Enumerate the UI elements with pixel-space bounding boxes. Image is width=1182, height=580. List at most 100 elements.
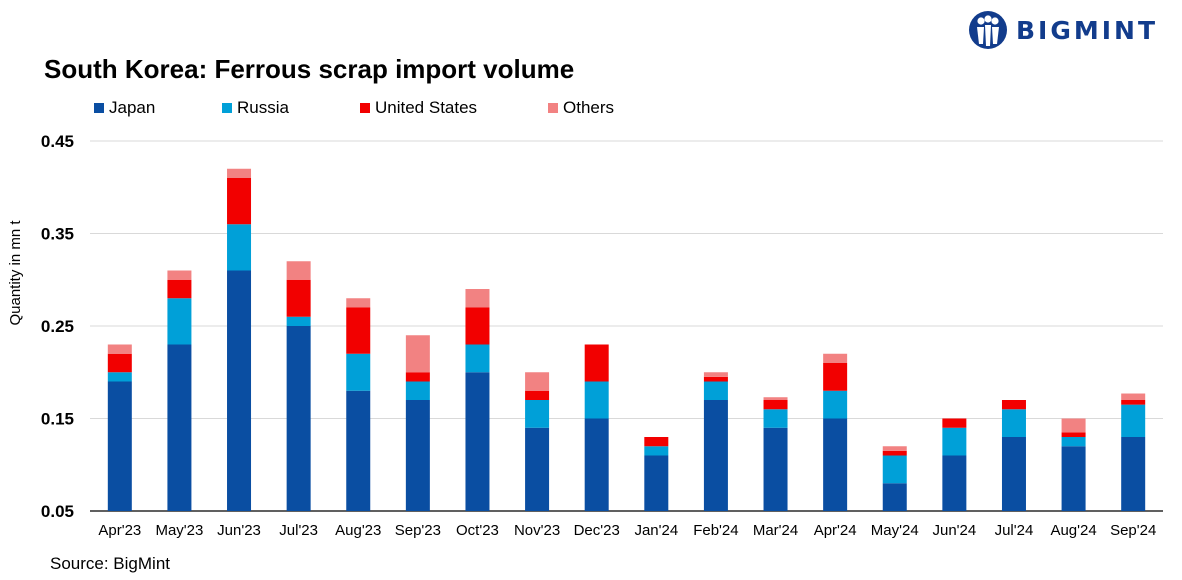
legend-swatch-others [548, 103, 558, 113]
bar-united-states-14 [942, 418, 967, 428]
bar-united-states-2 [227, 178, 252, 225]
x-tick-label: Sep'23 [395, 522, 441, 539]
bar-japan-6 [465, 372, 490, 511]
bar-others-17 [1121, 393, 1146, 400]
bar-japan-5 [405, 400, 430, 511]
x-tick-label: Jul'23 [279, 522, 318, 539]
bar-japan-1 [167, 344, 192, 511]
x-tick-label: Feb'24 [693, 522, 738, 539]
bar-japan-4 [346, 390, 371, 511]
bar-united-states-17 [1121, 400, 1146, 405]
bar-others-0 [107, 344, 132, 354]
bar-japan-9 [644, 455, 669, 511]
chart-title: South Korea: Ferrous scrap import volume [44, 54, 575, 84]
bar-united-states-7 [525, 390, 550, 400]
y-axis-label: Quantity in mn t [7, 220, 24, 326]
bar-japan-17 [1121, 437, 1146, 511]
legend-label-russia: Russia [237, 98, 289, 117]
bigmint-logo-mark-icon [969, 11, 1007, 49]
bar-russia-4 [346, 353, 371, 391]
legend-label-united-states: United States [375, 98, 478, 117]
bar-united-states-6 [465, 307, 490, 345]
brand-name: BIGMINT [1016, 15, 1159, 45]
x-tick-label: Nov'23 [514, 522, 560, 539]
x-tick-label: Apr'23 [98, 522, 141, 539]
y-tick-label: 0.45 [41, 132, 74, 151]
bar-japan-10 [703, 400, 728, 511]
bar-united-states-10 [703, 376, 728, 382]
x-tick-label: May'24 [871, 522, 919, 539]
bar-russia-12 [823, 390, 848, 419]
bar-others-7 [525, 372, 550, 391]
y-tick-label: 0.25 [41, 317, 74, 336]
bar-others-10 [703, 372, 728, 377]
x-tick-label: Oct'23 [456, 522, 499, 539]
legend-item-others: Others [548, 96, 614, 120]
legend-label-others: Others [563, 98, 615, 117]
bar-russia-16 [1061, 437, 1086, 447]
bar-russia-10 [703, 381, 728, 400]
bar-russia-13 [882, 455, 907, 484]
bar-japan-16 [1061, 446, 1086, 511]
legend-swatch-japan [94, 103, 104, 113]
bar-others-6 [465, 289, 490, 308]
x-tick-label: Aug'24 [1050, 522, 1096, 539]
x-tick-label: Jul'24 [995, 522, 1034, 539]
bar-others-4 [346, 298, 371, 308]
bar-others-2 [227, 168, 252, 178]
bar-russia-9 [644, 446, 669, 456]
bar-japan-0 [107, 381, 132, 511]
legend-item-united-states: United States [360, 96, 477, 120]
bar-russia-11 [763, 409, 788, 428]
bar-russia-15 [1001, 409, 1026, 437]
bar-united-states-1 [167, 279, 192, 299]
bar-united-states-3 [286, 279, 311, 317]
bar-others-1 [167, 270, 192, 280]
bar-russia-7 [525, 400, 550, 428]
x-tick-label: May'23 [155, 522, 203, 539]
x-tick-label: Aug'23 [335, 522, 381, 539]
bar-japan-11 [763, 427, 788, 511]
bar-united-states-15 [1001, 400, 1026, 410]
bar-others-3 [286, 261, 311, 280]
bar-russia-0 [107, 372, 132, 382]
bar-japan-15 [1001, 437, 1026, 511]
bar-japan-8 [584, 418, 609, 511]
bar-united-states-11 [763, 400, 788, 410]
legend-swatch-russia [222, 103, 232, 113]
bar-united-states-0 [107, 353, 132, 373]
bar-japan-13 [882, 483, 907, 511]
legend-item-russia: Russia [222, 96, 289, 120]
legend-item-japan: Japan [94, 96, 155, 120]
bar-united-states-9 [644, 437, 669, 447]
bar-russia-14 [942, 427, 967, 456]
bar-russia-1 [167, 298, 192, 345]
legend-swatch-united-states [360, 103, 370, 113]
bar-others-16 [1061, 418, 1086, 433]
bar-japan-12 [823, 418, 848, 511]
x-tick-label: Mar'24 [753, 522, 798, 539]
y-tick-label: 0.15 [41, 410, 74, 429]
x-tick-label: Apr'24 [814, 522, 857, 539]
x-tick-label: Jan'24 [634, 522, 678, 539]
bar-russia-6 [465, 344, 490, 373]
bar-others-12 [823, 353, 848, 363]
bigmint-logo: BIGMINT [968, 8, 1174, 52]
bar-united-states-4 [346, 307, 371, 354]
bar-russia-8 [584, 381, 609, 419]
source-note: Source: BigMint [50, 554, 170, 573]
bar-russia-3 [286, 316, 311, 326]
bar-russia-5 [405, 381, 430, 400]
x-tick-label: Jun'23 [217, 522, 261, 539]
x-tick-label: Sep'24 [1110, 522, 1156, 539]
y-tick-label: 0.05 [41, 502, 74, 521]
x-tick-label: Jun'24 [932, 522, 976, 539]
bar-japan-7 [525, 427, 550, 511]
bar-united-states-5 [405, 372, 430, 382]
y-tick-label: 0.35 [41, 225, 74, 244]
bar-russia-2 [227, 224, 252, 271]
bar-japan-14 [942, 455, 967, 511]
bar-others-11 [763, 397, 788, 400]
bar-united-states-16 [1061, 432, 1086, 438]
